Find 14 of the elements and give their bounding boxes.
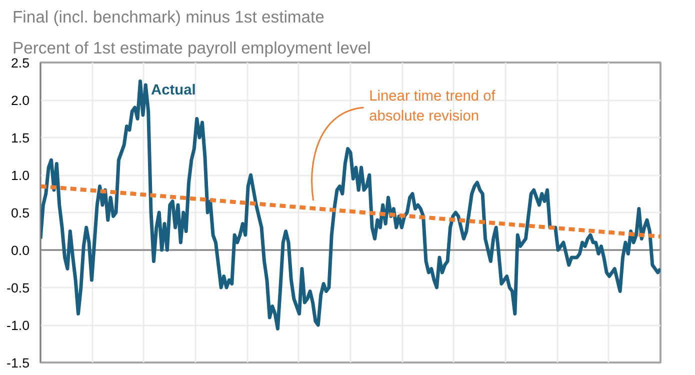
y-tick-label: 1.0	[10, 168, 30, 183]
y-tick-label: 2.0	[10, 93, 30, 108]
y-tick-label: 2.5	[10, 56, 30, 70]
text: Linear time trend of absolute revision	[369, 88, 496, 124]
series-label: Actual	[151, 82, 196, 98]
y-tick-label: 0.5	[10, 206, 30, 220]
line-series	[40, 80, 660, 330]
y-tick-label: 1.5	[10, 130, 30, 146]
chart-subtitle: Percent of 1st estimate payroll employment level	[12, 38, 371, 58]
chart-title: Final (incl. benchmark) minus 1st estimate	[12, 8, 324, 26]
y-tick-label: -1.5	[6, 356, 30, 370]
y-tick-label: -1.0	[6, 318, 30, 333]
y-tick-label: 0.0	[10, 243, 30, 258]
y-tick-label: -0.5	[6, 280, 30, 296]
